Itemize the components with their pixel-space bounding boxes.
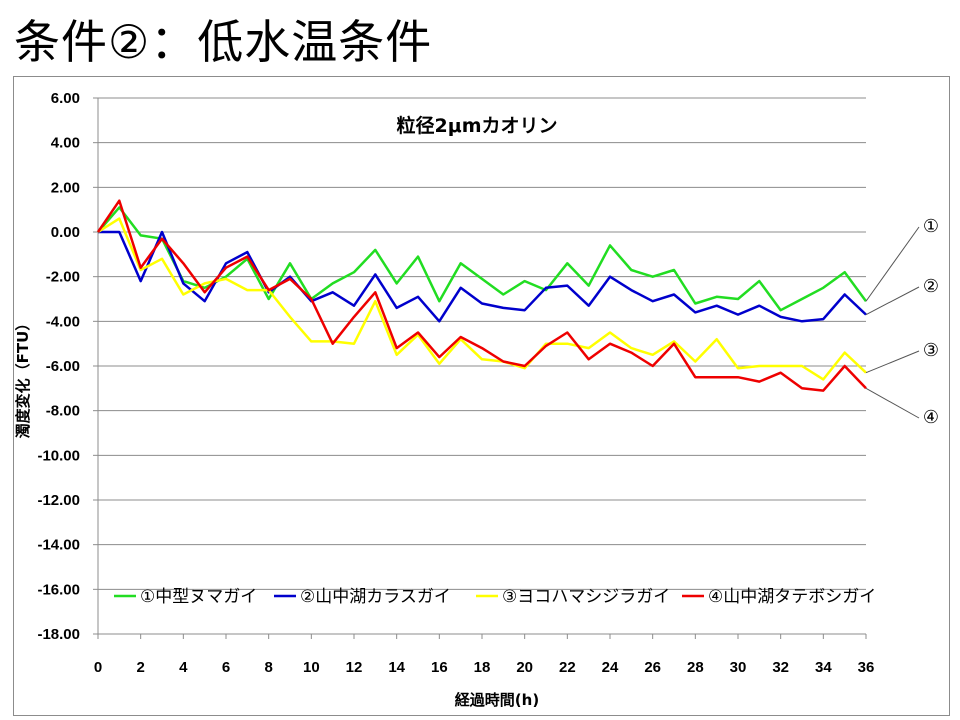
x-tick-label: 10 [303, 659, 320, 676]
chart-frame: 6.00 4.00 2.00 0.00 -2.00 -4.00 -6.00 -8.00 -10.… [13, 76, 950, 716]
y-tick-label: -10.00 [37, 447, 80, 464]
y-tick-label: 0.00 [51, 224, 80, 241]
legend-label: ④山中湖タテボシガイ [708, 587, 876, 607]
y-tick-label: -18.00 [37, 626, 80, 643]
x-tick-label: 16 [431, 659, 448, 676]
y-tick-label: 6.00 [51, 90, 80, 107]
x-axis-title: 経過時間(h) [455, 691, 539, 709]
y-tick-label: -6.00 [46, 358, 80, 375]
x-tick-label: 24 [602, 659, 619, 676]
callout-leader-line [865, 387, 920, 419]
line-chart: 6.00 4.00 2.00 0.00 -2.00 -4.00 -6.00 -8.00 -10.… [14, 90, 939, 709]
x-tick-label: 32 [772, 659, 789, 676]
y-tick-label: -2.00 [46, 269, 80, 286]
x-tick-label: 0 [94, 659, 102, 676]
x-tick-label: 28 [687, 659, 704, 676]
callout-leader-line [865, 226, 920, 302]
series-callout-label: ④ [923, 407, 939, 428]
y-tick-label: -16.00 [37, 581, 80, 598]
chart-title: 粒径2μmカオリン [397, 114, 558, 137]
x-tick-label: 34 [815, 659, 832, 676]
x-tick-label: 2 [136, 659, 144, 676]
x-tick-label: 22 [559, 659, 576, 676]
y-tick-label: 2.00 [51, 179, 80, 196]
series-line [98, 230, 867, 323]
x-tick-label: 14 [388, 659, 405, 676]
series-callout-label: ① [923, 216, 939, 237]
y-tick-label: 4.00 [51, 135, 80, 152]
x-tick-label: 26 [644, 659, 661, 676]
x-tick-label: 20 [516, 659, 533, 676]
x-tick-labels: 0 2 4 6 8 10 12 14 16 18 20 22 24 26 28 30 32 34 36 [94, 659, 875, 676]
y-tick-label: -4.00 [46, 313, 80, 330]
series-line [97, 206, 868, 312]
series-callouts: ① ② ③ ④ [865, 216, 939, 428]
series-lines [96, 199, 868, 392]
y-tick-label: -8.00 [46, 403, 80, 420]
callout-leader-line [865, 286, 920, 316]
series-line [97, 217, 867, 381]
x-tick-label: 12 [346, 659, 363, 676]
callout-leader-line [865, 350, 920, 374]
legend-label: ①中型ヌマガイ [140, 587, 257, 607]
x-tick-label: 8 [264, 659, 272, 676]
series-callout-label: ② [923, 276, 939, 297]
y-axis-title: 濁度変化（FTU） [14, 316, 32, 439]
legend-label: ②山中湖カラスガイ [300, 587, 451, 607]
axes [93, 97, 867, 639]
x-tick-label: 18 [474, 659, 491, 676]
x-tick-label: 36 [858, 659, 875, 676]
y-tick-labels: 6.00 4.00 2.00 0.00 -2.00 -4.00 -6.00 -8.00 -10.… [37, 90, 80, 643]
legend: ①中型ヌマガイ ②山中湖カラスガイ ③ヨコハマシジラガイ ④山中湖タテボシガイ [114, 587, 876, 607]
y-tick-label: -14.00 [37, 537, 80, 554]
legend-label: ③ヨコハマシジラガイ [502, 587, 670, 607]
y-tick-label: -12.00 [37, 492, 80, 509]
slide-title: 条件②：低水温条件 [14, 15, 433, 69]
x-tick-label: 4 [179, 659, 188, 676]
series-line [96, 199, 867, 392]
series-callout-label: ③ [923, 340, 939, 361]
x-tick-label: 6 [222, 659, 230, 676]
x-tick-label: 30 [730, 659, 747, 676]
